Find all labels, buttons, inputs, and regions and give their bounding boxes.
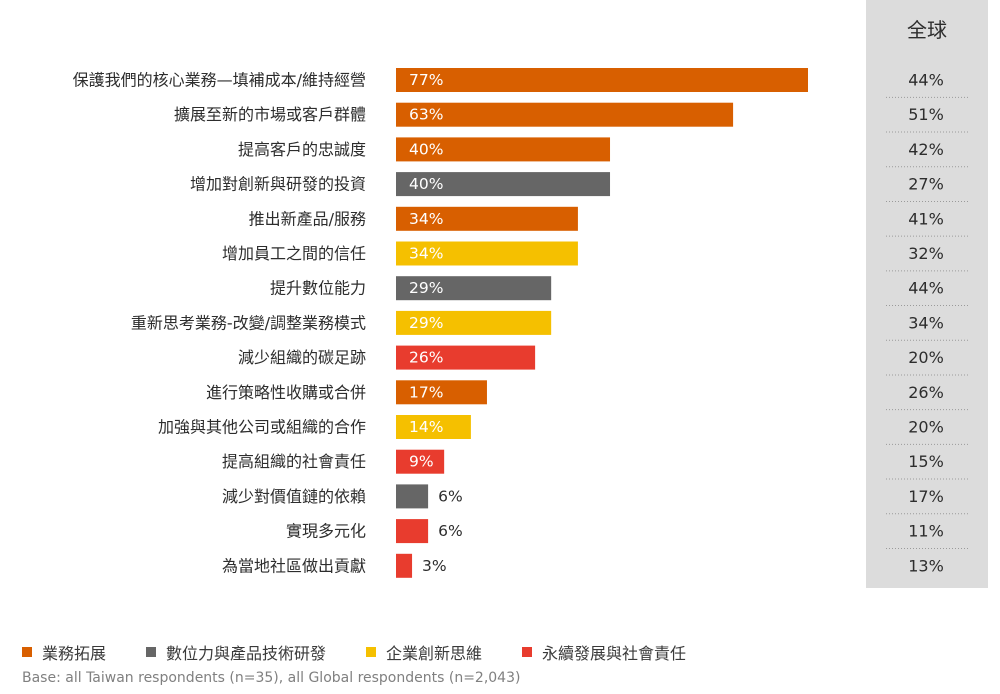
bar-value-label: 29% (409, 279, 443, 297)
legend-label: 企業創新思維 (386, 644, 483, 663)
legend: 業務拓展 數位力與產品技術研發 企業創新思維 永續發展與社會責任 (22, 640, 726, 664)
bar-value-label: 40% (409, 140, 443, 158)
bar (396, 449, 445, 474)
legend-item-sustainability: 永續發展與社會責任 (522, 640, 686, 664)
bar-value-label: 9% (409, 453, 434, 471)
bar-value-label: 29% (409, 314, 443, 332)
bar (396, 310, 552, 335)
bar (396, 172, 611, 197)
category-label: 重新思考業務-改變/調整業務模式 (131, 313, 366, 332)
global-value: 41% (908, 209, 944, 228)
bar (396, 380, 487, 405)
global-value: 20% (908, 418, 944, 437)
category-label: 提升數位能力 (270, 279, 366, 298)
legend-label: 永續發展與社會責任 (542, 644, 687, 663)
legend-label: 數位力與產品技術研發 (166, 644, 327, 663)
category-label: 加強與其他公司或組織的合作 (158, 418, 366, 437)
legend-swatch (22, 647, 32, 657)
global-value: 44% (908, 279, 944, 298)
category-label: 推出新產品/服務 (249, 209, 366, 228)
category-label: 增加員工之間的信任 (222, 244, 366, 263)
bar (396, 519, 429, 544)
category-label: 實現多元化 (286, 522, 366, 541)
bar (396, 345, 536, 370)
bar-value-label: 77% (409, 71, 443, 89)
category-label: 提高組織的社會責任 (222, 452, 366, 471)
bar-value-label: 34% (409, 245, 443, 263)
global-value: 44% (908, 71, 944, 90)
global-column-header: 全球 (907, 18, 947, 42)
bar-value-label: 6% (438, 487, 463, 505)
global-value: 20% (908, 348, 944, 367)
bar (396, 553, 413, 578)
global-value: 17% (908, 487, 944, 506)
bar-value-label: 40% (409, 175, 443, 193)
legend-item-business-expansion: 業務拓展 (22, 640, 106, 664)
footnote: Base: all Taiwan respondents (n=35), all… (22, 670, 521, 686)
category-label: 增加對創新與研發的投資 (190, 175, 366, 194)
global-value: 15% (908, 452, 944, 471)
global-value: 51% (908, 105, 944, 124)
global-column-panel (866, 0, 988, 588)
bar-value-label: 17% (409, 383, 443, 401)
category-label: 為當地社區做出貢獻 (222, 556, 366, 575)
bar (396, 241, 578, 266)
category-label: 擴展至新的市場或客戶群體 (174, 105, 366, 124)
category-label: 減少對價值鏈的依賴 (222, 487, 366, 506)
global-value: 11% (908, 522, 944, 541)
bar-value-label: 14% (409, 418, 443, 436)
legend-item-digital-rd: 數位力與產品技術研發 (146, 640, 326, 664)
bar-value-label: 34% (409, 210, 443, 228)
legend-label: 業務拓展 (42, 644, 107, 663)
category-label: 保護我們的核心業務—填補成本/維持經營 (73, 71, 366, 90)
bar (396, 484, 429, 509)
legend-swatch (366, 647, 377, 657)
global-value: 27% (908, 175, 944, 194)
legend-swatch (146, 647, 157, 657)
bar-value-label: 26% (409, 349, 443, 367)
bar (396, 276, 552, 301)
global-value: 42% (908, 140, 944, 159)
global-value: 32% (908, 244, 944, 263)
bar (396, 102, 734, 127)
global-value: 13% (908, 556, 944, 575)
bar-value-label: 3% (422, 557, 447, 575)
category-label: 減少組織的碳足跡 (238, 348, 366, 367)
bar (396, 137, 611, 162)
bar-chart: 保護我們的核心業務—填補成本/維持經營 77% 44% 擴展至新的市場或客戶群體 63%… (73, 68, 968, 578)
bar-value-label: 63% (409, 106, 443, 124)
bar (396, 415, 471, 439)
bar (396, 68, 808, 92)
global-value: 26% (908, 383, 944, 402)
legend-swatch (522, 647, 533, 657)
category-label: 提高客戶的忠誠度 (238, 140, 366, 159)
category-label: 進行策略性收購或合併 (206, 383, 366, 402)
global-value: 34% (908, 313, 944, 332)
bar-value-label: 6% (438, 522, 463, 540)
bar (396, 206, 578, 231)
legend-item-innovation: 企業創新思維 (366, 640, 482, 664)
